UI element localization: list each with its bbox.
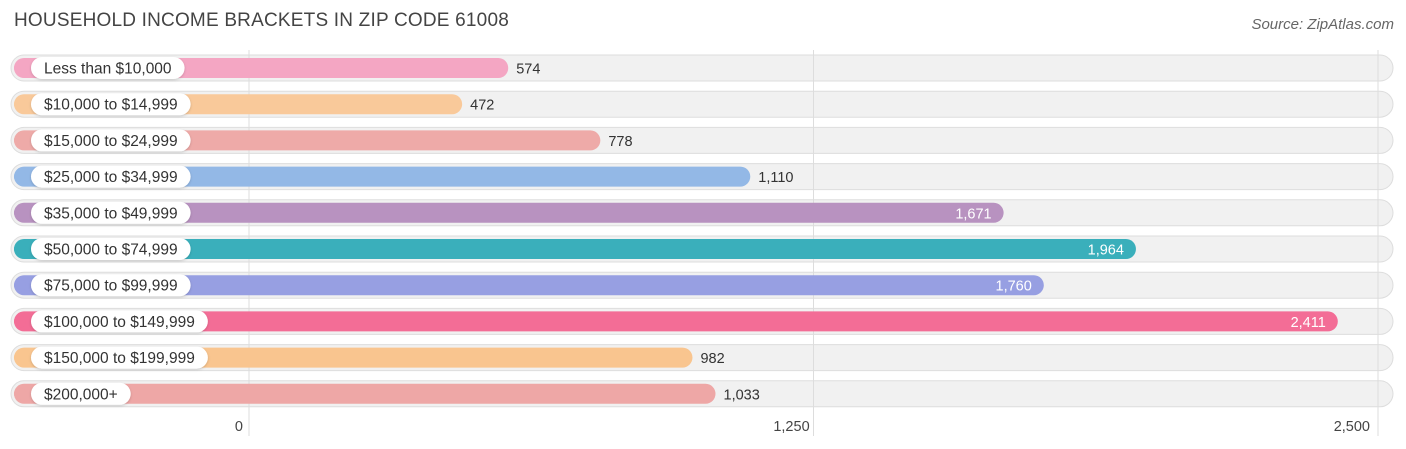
value-label: 1,964 [1088, 243, 1124, 259]
category-dot [14, 351, 26, 364]
source-label: Source: ZipAtlas.com [1251, 16, 1394, 33]
category-dot [14, 62, 26, 74]
category-label: $50,000 to $74,999 [44, 242, 178, 259]
category-dot [14, 134, 26, 147]
bar [14, 202, 1004, 223]
category-pill [31, 57, 185, 79]
category-pill [31, 238, 191, 260]
chart-title: HOUSEHOLD INCOME BRACKETS IN ZIP CODE 61… [14, 10, 509, 31]
category-dot [14, 243, 26, 255]
value-label: 1,760 [996, 279, 1032, 295]
category-label: $15,000 to $24,999 [44, 133, 178, 150]
category-dot [14, 279, 26, 292]
category-dot [14, 206, 26, 219]
category-label: $100,000 to $149,999 [44, 314, 195, 331]
category-label: $35,000 to $49,999 [44, 205, 178, 222]
bar [14, 166, 751, 187]
value-label: 1,671 [955, 206, 991, 222]
category-pill [31, 201, 191, 224]
category-label: $75,000 to $99,999 [44, 278, 178, 295]
category-label: $10,000 to $14,999 [44, 97, 178, 114]
category-dot [14, 170, 26, 183]
category-pill [31, 129, 191, 152]
value-label: 1,110 [758, 170, 793, 186]
category-pill [31, 382, 131, 405]
category-pill [31, 93, 191, 116]
category-label: $25,000 to $34,999 [44, 169, 178, 186]
x-axis-ticks: 0 1,250 2,500 [235, 419, 1370, 435]
bar [14, 275, 1044, 296]
value-label: 472 [470, 98, 494, 114]
bar [14, 239, 1136, 259]
bars-layer: Less than $10,000 574 $10,000 to $14,999 47… [14, 57, 1338, 405]
category-label: $150,000 to $199,999 [44, 350, 195, 367]
category-dot [14, 315, 26, 328]
value-label: 778 [608, 134, 632, 150]
value-label: 982 [700, 351, 724, 367]
category-label: $200,000+ [44, 386, 118, 403]
category-dot [14, 98, 26, 111]
x-tick-label: 1,250 [773, 419, 809, 435]
value-label: 574 [516, 62, 540, 78]
category-pill [31, 346, 208, 369]
category-dot [14, 387, 26, 400]
x-tick-label: 0 [235, 419, 243, 435]
category-pill [31, 274, 191, 297]
x-tick-label: 2,500 [1334, 419, 1370, 435]
value-label: 2,411 [1291, 315, 1326, 331]
category-pill [31, 165, 191, 188]
value-label: 1,033 [724, 387, 760, 403]
category-label: Less than $10,000 [44, 61, 172, 78]
bar [14, 311, 1338, 332]
category-pill [31, 310, 208, 333]
bar [14, 383, 716, 404]
